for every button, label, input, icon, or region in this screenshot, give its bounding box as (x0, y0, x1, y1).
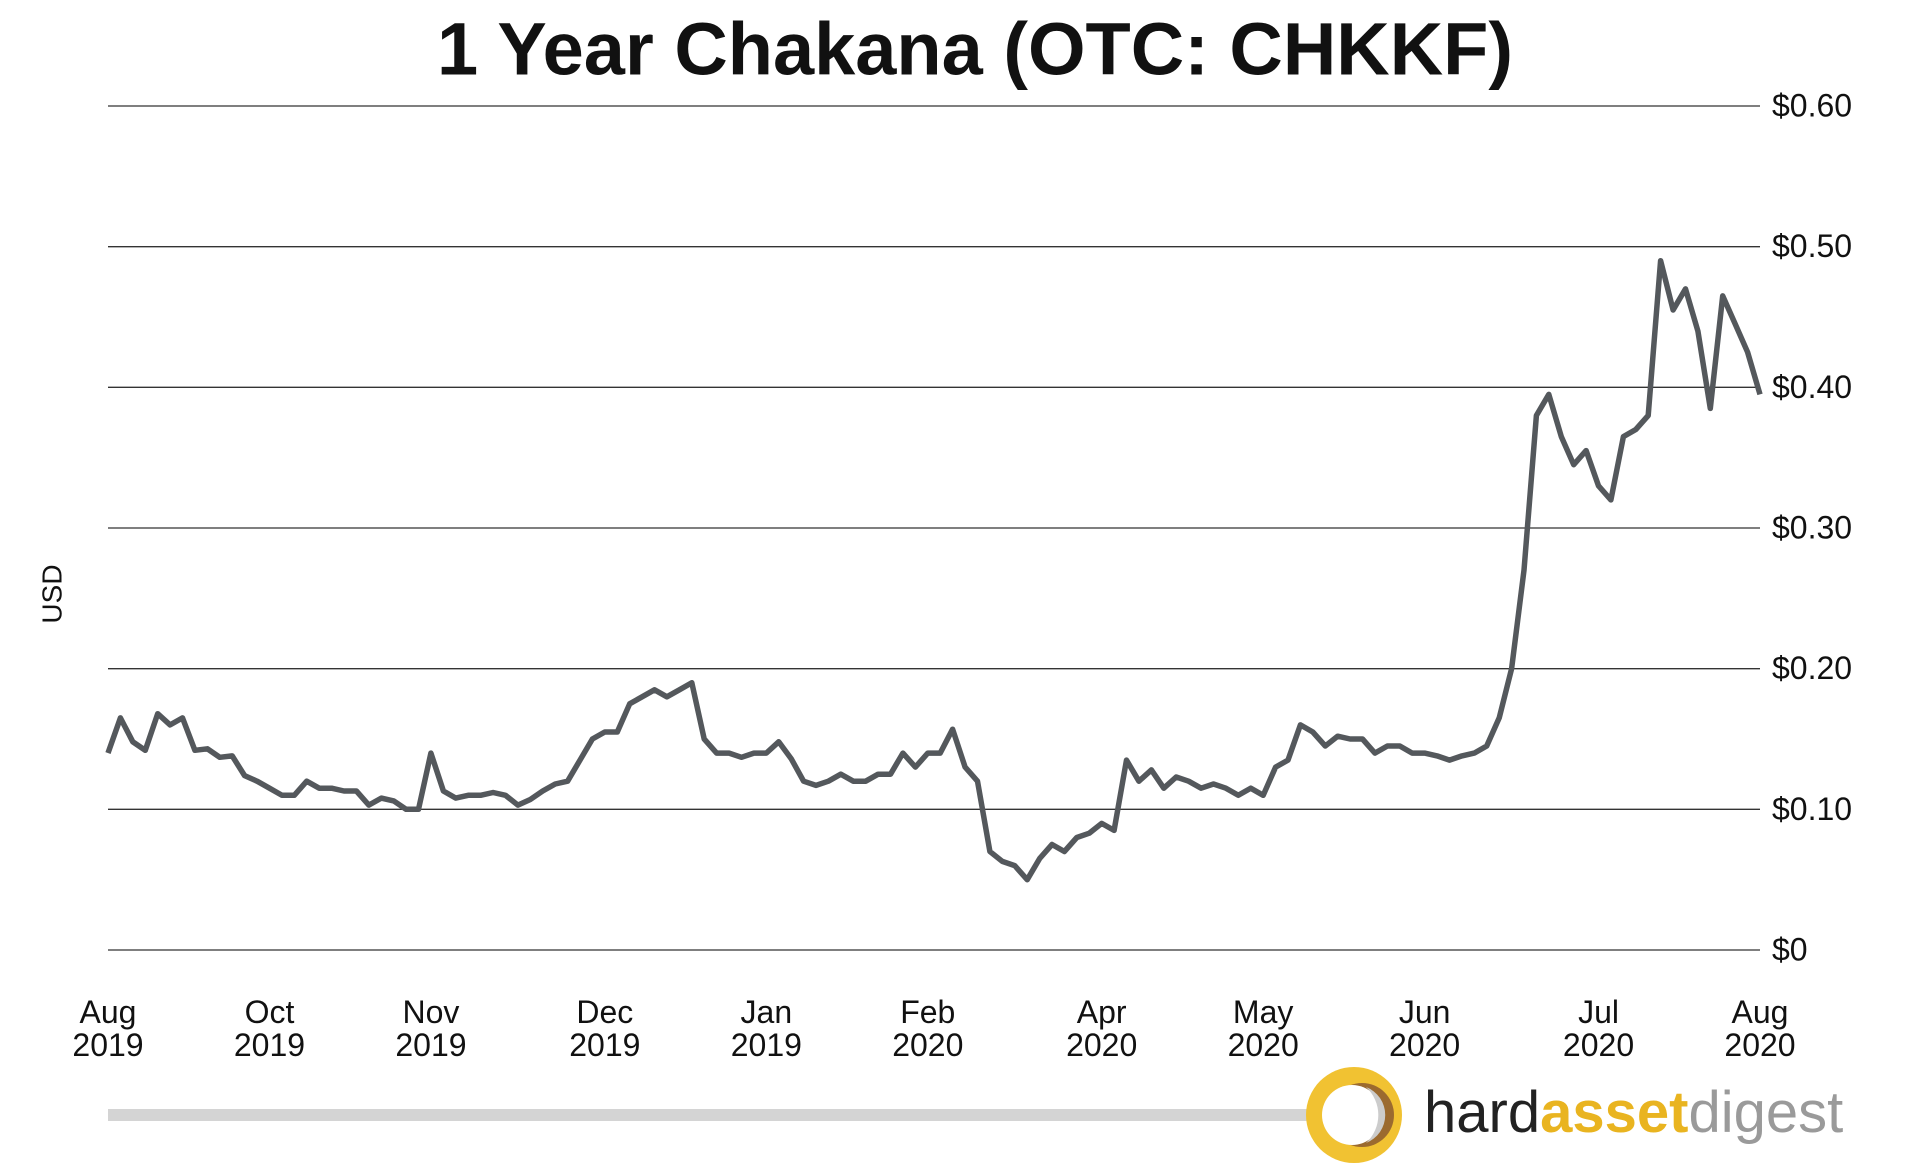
divider-bar (108, 1109, 1308, 1121)
chart-title: 1 Year Chakana (OTC: CHKKF) (437, 8, 1513, 91)
y-axis-label: USD (36, 564, 67, 623)
x-tick-label: Feb 2020 (892, 994, 964, 1063)
y-tick-label: $0.40 (1772, 369, 1852, 405)
x-tick-label: Oct 2019 (233, 994, 306, 1063)
x-tick-label: Jul 2020 (1562, 994, 1635, 1063)
y-tick-label: $0 (1772, 931, 1808, 967)
x-tick-label: May 2020 (1227, 994, 1299, 1063)
y-tick-label: $0.20 (1772, 650, 1852, 686)
y-tick-label: $0.30 (1772, 509, 1852, 545)
logo-part: hard (1424, 1080, 1540, 1145)
x-tick-label: Aug 2020 (1724, 994, 1796, 1063)
x-tick-label: Dec 2019 (569, 994, 641, 1063)
y-tick-label: $0.50 (1772, 228, 1852, 264)
price-line (105, 257, 1763, 883)
logo-text: hardassetdigest (1424, 1080, 1843, 1145)
x-tick-label: Aug 2019 (72, 994, 144, 1063)
x-tick-label: Apr 2020 (1066, 994, 1138, 1063)
x-tick-label: Jan 2019 (730, 994, 802, 1063)
y-tick-label: $0.60 (1772, 87, 1852, 123)
x-tick-label: Nov 2019 (395, 994, 467, 1063)
logo-part: asset (1540, 1080, 1688, 1145)
x-tick-label: Jun 2020 (1389, 994, 1461, 1063)
y-tick-label: $0.10 (1772, 791, 1852, 827)
logo-mark (1306, 1067, 1402, 1163)
logo-part: digest (1688, 1080, 1843, 1145)
